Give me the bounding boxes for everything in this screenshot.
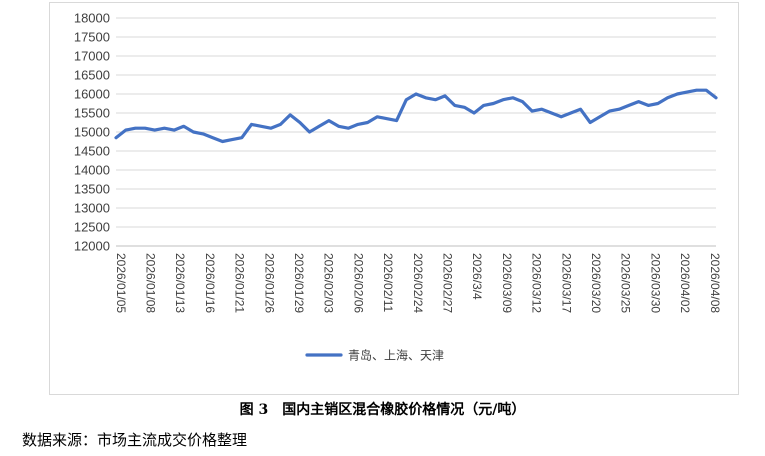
y-tick-label: 13000 [74,201,110,216]
x-tick-label: 2026/03/12 [530,253,544,313]
y-tick-label: 12500 [74,220,110,235]
y-tick-label: 13500 [74,182,110,197]
series-line [114,88,718,144]
x-tick-label: 2026/01/16 [203,253,217,313]
x-tick-label: 2026/02/06 [351,253,365,313]
x-tick-label: 2026/01/29 [292,253,306,313]
x-tick-label: 2026/02/11 [381,253,395,312]
x-tick-label: 2026/3/4 [470,253,484,300]
y-tick-label: 12000 [74,239,110,254]
x-tick-label: 2026/04/08 [708,253,722,313]
y-tick-label: 17500 [74,30,110,45]
y-tick-label: 15500 [74,106,110,121]
x-tick-label: 2026/03/20 [589,253,603,313]
chart-frame: 18000 17500 17000 16500 16000 15500 15000 14500… [49,2,739,395]
y-tick-label: 16500 [74,68,110,83]
y-tick-label: 15000 [74,125,110,140]
x-tick-label: 2026/03/09 [500,253,514,313]
y-tick-label: 14500 [74,144,110,159]
x-tick-label: 2026/01/21 [233,253,247,313]
x-tick-label: 2026/04/02 [678,253,692,313]
y-tick-label: 14000 [74,163,110,178]
x-tick-label: 2026/03/30 [648,253,662,313]
data-source-note: 数据来源：市场主流成交价格整理 [22,431,248,449]
x-tick-label: 2026/02/27 [441,253,455,313]
x-tick-label: 2026/01/08 [144,253,158,313]
x-tick-label: 2026/03/25 [619,253,633,313]
x-tick-label: 2026/02/24 [411,253,425,313]
x-tick-label: 2026/01/13 [173,253,187,313]
x-tick-label: 2026/01/26 [262,253,276,313]
legend-label: 青岛、上海、天津 [348,348,444,363]
y-tick-label: 16000 [74,87,110,102]
line-chart: 18000 17500 17000 16500 16000 15500 15000 14500… [74,11,722,363]
figure-caption: 图 3 国内主销区混合橡胶价格情况（元/吨） [239,402,526,418]
y-tick-label: 17000 [74,49,110,64]
x-tick-label: 2026/03/17 [559,253,573,313]
y-tick-label: 18000 [74,11,110,26]
x-tick-label: 2026/02/03 [322,253,336,313]
x-tick-label: 2026/01/05 [114,253,128,313]
